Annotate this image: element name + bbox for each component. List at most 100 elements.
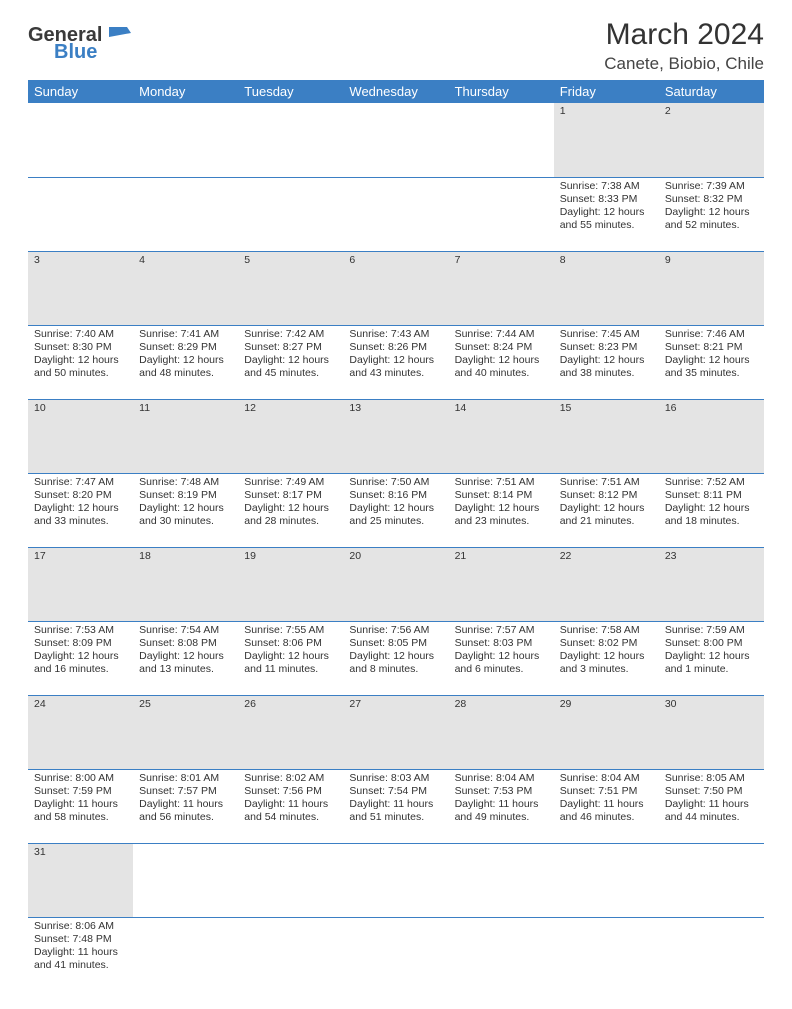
sunrise-text: Sunrise: 8:02 AM [244, 772, 337, 785]
day-number-cell: 18 [133, 547, 238, 621]
sunset-text: Sunset: 8:26 PM [349, 341, 442, 354]
sunset-text: Sunset: 8:12 PM [560, 489, 653, 502]
sunset-text: Sunset: 8:21 PM [665, 341, 758, 354]
day2-text: and 18 minutes. [665, 515, 758, 528]
day2-text: and 1 minute. [665, 663, 758, 676]
day-number-cell [343, 843, 448, 917]
day-number-cell: 26 [238, 695, 343, 769]
sunrise-text: Sunrise: 7:40 AM [34, 328, 127, 341]
day-number-cell: 15 [554, 399, 659, 473]
day-cell [449, 917, 554, 991]
day1-text: Daylight: 12 hours [560, 354, 653, 367]
sunrise-text: Sunrise: 7:47 AM [34, 476, 127, 489]
day-cell: Sunrise: 7:43 AMSunset: 8:26 PMDaylight:… [343, 325, 448, 399]
sunrise-text: Sunrise: 7:52 AM [665, 476, 758, 489]
day-cell [238, 177, 343, 251]
day-cell: Sunrise: 7:44 AMSunset: 8:24 PMDaylight:… [449, 325, 554, 399]
day-cell: Sunrise: 7:40 AMSunset: 8:30 PMDaylight:… [28, 325, 133, 399]
day1-text: Daylight: 12 hours [139, 354, 232, 367]
sunrise-text: Sunrise: 7:48 AM [139, 476, 232, 489]
day-cell: Sunrise: 7:45 AMSunset: 8:23 PMDaylight:… [554, 325, 659, 399]
day2-text: and 21 minutes. [560, 515, 653, 528]
day1-text: Daylight: 12 hours [349, 354, 442, 367]
sunrise-text: Sunrise: 8:06 AM [34, 920, 127, 933]
day-cell [449, 177, 554, 251]
sunset-text: Sunset: 7:51 PM [560, 785, 653, 798]
day2-text: and 43 minutes. [349, 367, 442, 380]
sunset-text: Sunset: 8:17 PM [244, 489, 337, 502]
day-cell: Sunrise: 8:02 AMSunset: 7:56 PMDaylight:… [238, 769, 343, 843]
day-cell: Sunrise: 7:54 AMSunset: 8:08 PMDaylight:… [133, 621, 238, 695]
day-number-cell: 23 [659, 547, 764, 621]
day-number-cell: 30 [659, 695, 764, 769]
sunrise-text: Sunrise: 7:55 AM [244, 624, 337, 637]
day-cell: Sunrise: 7:51 AMSunset: 8:12 PMDaylight:… [554, 473, 659, 547]
day-cell: Sunrise: 7:48 AMSunset: 8:19 PMDaylight:… [133, 473, 238, 547]
sunset-text: Sunset: 8:19 PM [139, 489, 232, 502]
day-cell: Sunrise: 7:46 AMSunset: 8:21 PMDaylight:… [659, 325, 764, 399]
day-number-cell: 8 [554, 251, 659, 325]
weekday-header: Sunday [28, 80, 133, 103]
day-number-cell [238, 103, 343, 177]
day1-text: Daylight: 12 hours [560, 650, 653, 663]
day-number-cell: 27 [343, 695, 448, 769]
sunset-text: Sunset: 8:24 PM [455, 341, 548, 354]
day-number-row: 12 [28, 103, 764, 177]
day2-text: and 45 minutes. [244, 367, 337, 380]
day-cell: Sunrise: 7:41 AMSunset: 8:29 PMDaylight:… [133, 325, 238, 399]
title-block: March 2024 Canete, Biobio, Chile [604, 18, 764, 74]
sunrise-text: Sunrise: 7:45 AM [560, 328, 653, 341]
day1-text: Daylight: 11 hours [244, 798, 337, 811]
sunset-text: Sunset: 7:56 PM [244, 785, 337, 798]
day-cell: Sunrise: 8:00 AMSunset: 7:59 PMDaylight:… [28, 769, 133, 843]
day-content-row: Sunrise: 7:47 AMSunset: 8:20 PMDaylight:… [28, 473, 764, 547]
day1-text: Daylight: 12 hours [139, 650, 232, 663]
day1-text: Daylight: 11 hours [34, 798, 127, 811]
sunrise-text: Sunrise: 7:51 AM [560, 476, 653, 489]
day-content-row: Sunrise: 7:53 AMSunset: 8:09 PMDaylight:… [28, 621, 764, 695]
day1-text: Daylight: 12 hours [34, 354, 127, 367]
sunrise-text: Sunrise: 7:50 AM [349, 476, 442, 489]
day-number-cell: 9 [659, 251, 764, 325]
day-number-row: 3456789 [28, 251, 764, 325]
weekday-header: Tuesday [238, 80, 343, 103]
day1-text: Daylight: 12 hours [244, 354, 337, 367]
day-number-row: 10111213141516 [28, 399, 764, 473]
day2-text: and 38 minutes. [560, 367, 653, 380]
day-number-cell: 4 [133, 251, 238, 325]
weekday-header: Saturday [659, 80, 764, 103]
sunrise-text: Sunrise: 7:59 AM [665, 624, 758, 637]
sunset-text: Sunset: 8:05 PM [349, 637, 442, 650]
sunset-text: Sunset: 7:59 PM [34, 785, 127, 798]
day-number-cell: 29 [554, 695, 659, 769]
day2-text: and 16 minutes. [34, 663, 127, 676]
day1-text: Daylight: 12 hours [665, 206, 758, 219]
sunset-text: Sunset: 8:11 PM [665, 489, 758, 502]
day-number-cell: 25 [133, 695, 238, 769]
sunset-text: Sunset: 7:48 PM [34, 933, 127, 946]
day-cell: Sunrise: 7:58 AMSunset: 8:02 PMDaylight:… [554, 621, 659, 695]
day-cell: Sunrise: 7:56 AMSunset: 8:05 PMDaylight:… [343, 621, 448, 695]
sunrise-text: Sunrise: 7:43 AM [349, 328, 442, 341]
sunset-text: Sunset: 8:03 PM [455, 637, 548, 650]
day1-text: Daylight: 12 hours [665, 650, 758, 663]
day-content-row: Sunrise: 7:38 AMSunset: 8:33 PMDaylight:… [28, 177, 764, 251]
day2-text: and 58 minutes. [34, 811, 127, 824]
month-title: March 2024 [604, 18, 764, 52]
day-number-cell: 21 [449, 547, 554, 621]
day2-text: and 48 minutes. [139, 367, 232, 380]
day2-text: and 28 minutes. [244, 515, 337, 528]
day-number-row: 17181920212223 [28, 547, 764, 621]
day-cell [343, 917, 448, 991]
calendar-table: SundayMondayTuesdayWednesdayThursdayFrid… [28, 80, 764, 991]
sunset-text: Sunset: 7:50 PM [665, 785, 758, 798]
sunrise-text: Sunrise: 8:03 AM [349, 772, 442, 785]
day1-text: Daylight: 12 hours [665, 354, 758, 367]
day-cell [133, 917, 238, 991]
sunrise-text: Sunrise: 7:39 AM [665, 180, 758, 193]
sunset-text: Sunset: 7:57 PM [139, 785, 232, 798]
sunset-text: Sunset: 8:29 PM [139, 341, 232, 354]
day1-text: Daylight: 11 hours [560, 798, 653, 811]
day2-text: and 41 minutes. [34, 959, 127, 972]
sunrise-text: Sunrise: 7:53 AM [34, 624, 127, 637]
